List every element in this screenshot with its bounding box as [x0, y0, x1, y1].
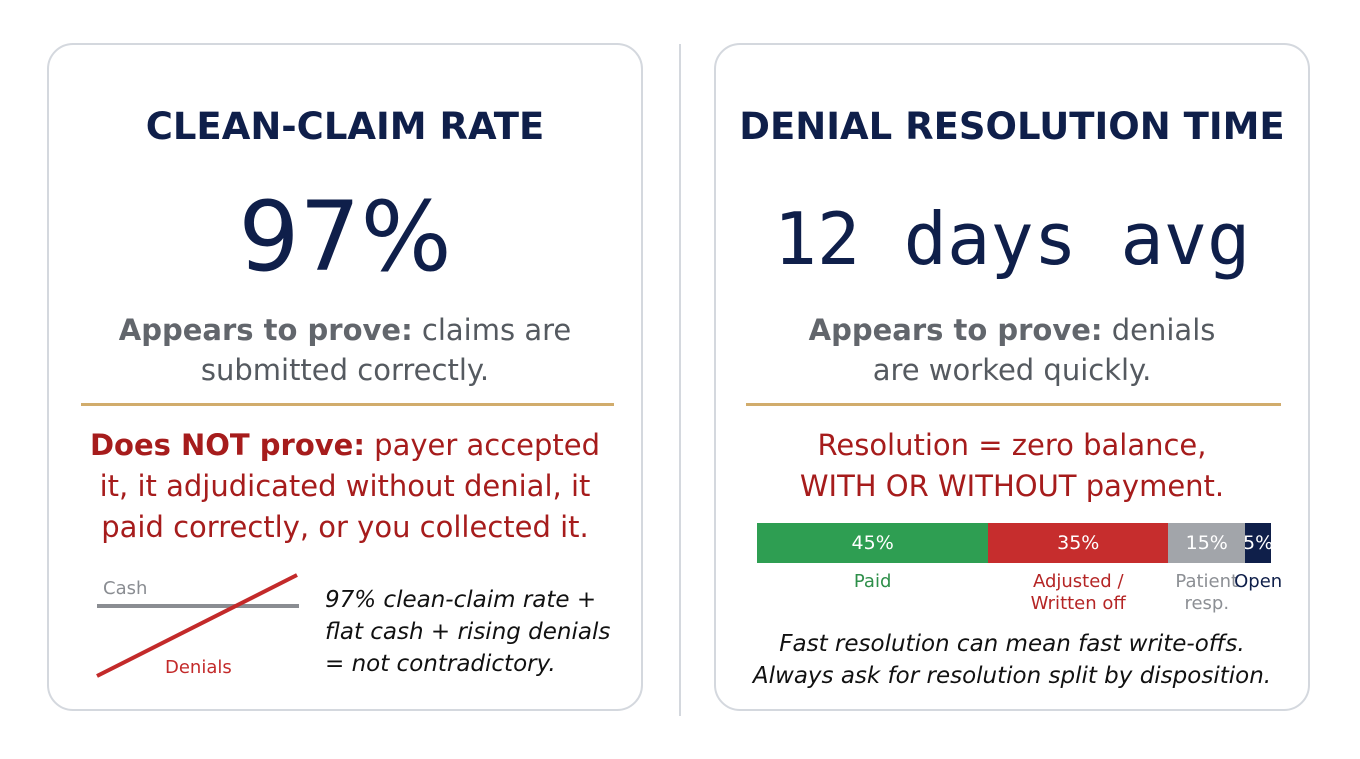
split-value-label: 35% [1057, 532, 1100, 554]
definition-line1: Resolution = zero balance, [817, 428, 1207, 462]
denials-line [96, 573, 298, 678]
appears-to-prove-text: Appears to prove: claims are submitted c… [49, 310, 641, 390]
note-line3: = not contradictory. [325, 651, 556, 677]
resolution-split-bar: 45% 35% 15% 5% [757, 523, 1271, 563]
split-category-label-line: Paid [853, 571, 892, 592]
split-segment-adjusted-written-off: 35% [988, 523, 1169, 563]
split-value-label: 5% [1245, 532, 1271, 554]
split-value-label: 15% [1185, 532, 1228, 554]
appears-line1: claims are [421, 313, 572, 347]
split-category-label-line: Patient [1175, 571, 1239, 592]
split-category-label: Adjusted / Written off [988, 571, 1168, 615]
denial-resolution-time-card: DENIAL RESOLUTION TIME 12 days avg Appea… [714, 43, 1310, 711]
appears-to-prove-text: Appears to prove: denials are worked qui… [716, 310, 1308, 390]
kpi-value: 12 days avg [773, 197, 1251, 281]
card-title: CLEAN-CLAIM RATE [145, 105, 545, 148]
not-line1: payer accepted [374, 428, 601, 462]
split-category-label: Paid [757, 571, 988, 593]
footer-note: Fast resolution can mean fast write-offs… [716, 628, 1308, 692]
split-category-label-line: resp. [1184, 593, 1230, 614]
split-segment-patient-resp: 15% [1168, 523, 1246, 563]
appears-lead: Appears to prove: [118, 313, 413, 347]
footer-line1: Fast resolution can mean fast write-offs… [779, 631, 1245, 657]
not-line3: paid correctly, or you collected it. [101, 510, 589, 544]
appears-line1: denials [1111, 313, 1216, 347]
does-not-prove-text: Does NOT prove: payer accepted it, it ad… [49, 425, 641, 548]
denials-label: Denials [165, 657, 232, 678]
appears-line2: submitted correctly. [200, 353, 490, 387]
split-category-label-line: Adjusted / [1032, 571, 1124, 592]
split-category-label: Open [1218, 571, 1298, 593]
center-divider [679, 44, 681, 716]
footer-line2: Always ask for resolution split by dispo… [752, 663, 1272, 689]
section-divider [746, 403, 1281, 406]
not-line2: it, it adjudicated without denial, it [99, 469, 591, 503]
appears-line2: are worked quickly. [872, 353, 1152, 387]
split-value-label: 45% [851, 532, 894, 554]
cash-label: Cash [103, 578, 147, 599]
definition-line2: WITH OR WITHOUT payment. [799, 469, 1225, 503]
split-segment-paid: 45% [757, 523, 989, 563]
cash-vs-denials-sketch: Cash Denials [96, 573, 299, 678]
split-segment-open: 5% [1245, 523, 1271, 563]
resolution-definition-text: Resolution = zero balance, WITH OR WITHO… [716, 425, 1308, 507]
interpretation-note: 97% clean-claim rate + flat cash + risin… [325, 584, 610, 680]
not-lead: Does NOT prove: [89, 428, 365, 462]
split-category-label-line: Written off [1030, 593, 1126, 614]
split-category-label: Patient resp. [1167, 571, 1247, 615]
kpi-value: 97% [238, 181, 452, 293]
section-divider [81, 403, 614, 406]
clean-claim-rate-card: CLEAN-CLAIM RATE 97% Appears to prove: c… [47, 43, 643, 711]
appears-lead: Appears to prove: [808, 313, 1103, 347]
card-title: DENIAL RESOLUTION TIME [739, 105, 1285, 148]
note-line2: flat cash + rising denials [325, 619, 611, 645]
split-category-label-line: Open [1234, 571, 1283, 592]
note-line1: 97% clean-claim rate + [325, 587, 597, 613]
